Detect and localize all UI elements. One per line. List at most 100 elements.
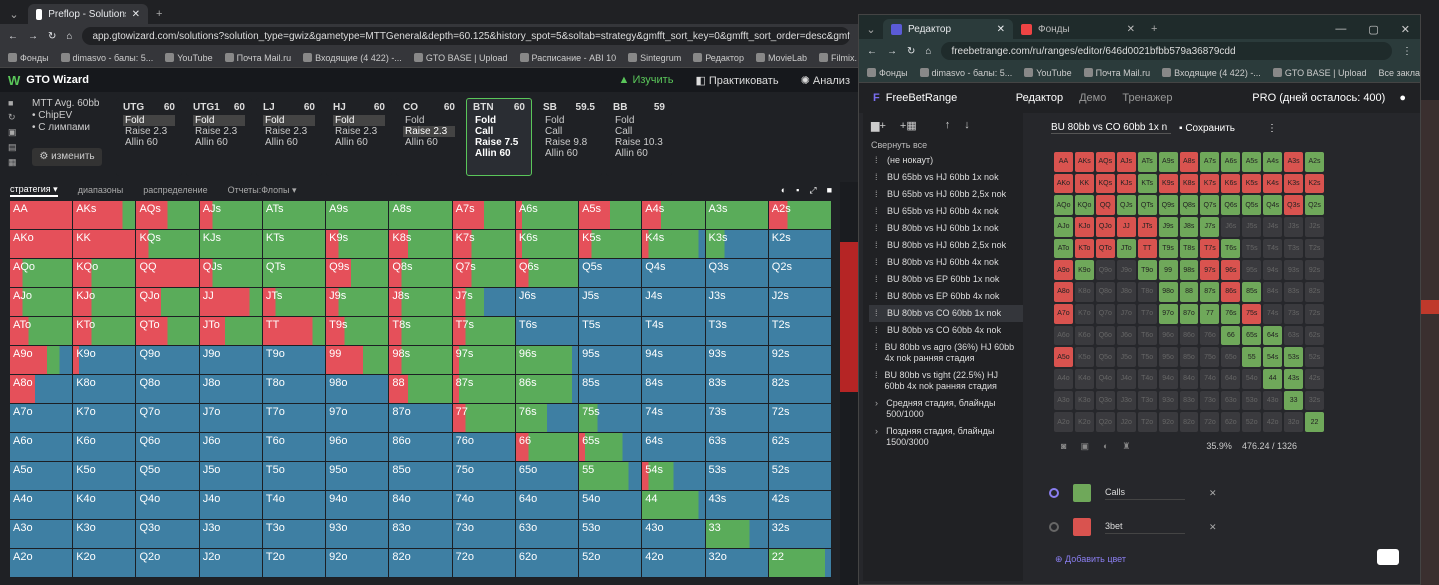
hand-cell[interactable]: 52s (768, 462, 832, 491)
legend-name[interactable]: Calls (1105, 487, 1185, 500)
fb-back-icon[interactable]: ← (867, 45, 877, 57)
position-action[interactable]: Allin 60 (263, 137, 315, 148)
hand-cell[interactable]: K9o (73, 346, 137, 375)
hand-cell[interactable]: 83s (705, 375, 769, 404)
hand-cell[interactable]: ATo (10, 317, 74, 346)
range-cell[interactable]: 83s (1284, 282, 1304, 302)
hand-cell[interactable]: 92o (326, 549, 390, 578)
range-cell[interactable]: Q6o (1095, 325, 1115, 346)
hand-cell[interactable]: 85s (579, 375, 643, 404)
hand-cell[interactable]: J3o (199, 520, 263, 549)
range-cell[interactable]: J7o (1116, 303, 1136, 324)
range-folder[interactable]: › Поздняя стадия, блайнды 1500/3000 (869, 423, 1023, 451)
legend-radio[interactable] (1049, 522, 1059, 532)
range-cell[interactable]: 96s (1221, 260, 1241, 281)
drag-handle-icon[interactable]: ⁞ (875, 342, 878, 352)
position-card-btn[interactable]: BTN 60 Fold Call Raise 7.5 Allin 60 (466, 98, 532, 176)
drag-handle-icon[interactable]: ⁞ (875, 155, 878, 165)
range-cell[interactable]: 42o (1263, 412, 1283, 432)
view-expand-icon[interactable]: ⤢ (809, 184, 817, 195)
drag-handle-icon[interactable]: ⁞ (875, 223, 878, 233)
hand-cell[interactable]: AKo (10, 230, 74, 259)
hand-cell[interactable]: 83o (389, 520, 453, 549)
settings-icon[interactable]: ■ (8, 98, 14, 108)
position-action[interactable]: Fold (123, 115, 175, 126)
position-action[interactable]: Fold (263, 115, 315, 126)
range-cell[interactable]: KK (1074, 173, 1094, 194)
hand-cell[interactable]: TT (262, 317, 327, 346)
hand-cell[interactable]: 65o (515, 462, 580, 491)
range-cell[interactable]: 44 (1263, 368, 1283, 389)
position-card-co[interactable]: CO 60 Fold Raise 2.3 Allin 60 (396, 98, 462, 176)
hand-cell[interactable]: QJs (199, 259, 263, 288)
range-list-item[interactable]: ⁞ BU 80bb vs CO 60bb 1x nok (869, 305, 1023, 322)
range-cell[interactable]: T5o (1137, 347, 1157, 367)
range-cell[interactable]: 65o (1221, 347, 1241, 367)
maximize-icon[interactable]: ▢ (1368, 23, 1379, 36)
drag-handle-icon[interactable]: ⁞ (875, 172, 878, 182)
range-cell[interactable]: KJo (1074, 217, 1094, 237)
range-cell[interactable]: 74o (1200, 368, 1220, 389)
range-cell[interactable]: 62o (1221, 412, 1241, 432)
hand-cell[interactable]: Q7s (452, 259, 516, 288)
position-action[interactable]: Allin 60 (123, 137, 175, 148)
fb-menu-icon[interactable]: ⋮ (1402, 45, 1412, 57)
position-action[interactable]: Call (613, 126, 665, 137)
hand-cell[interactable]: J5s (579, 288, 643, 317)
range-cell[interactable]: A7s (1200, 152, 1220, 172)
hand-cell[interactable]: AJo (10, 288, 74, 317)
hand-cell[interactable]: AJs (199, 201, 263, 230)
range-cell[interactable]: 75s (1242, 303, 1262, 324)
change-button[interactable]: ⚙ изменить (32, 148, 102, 166)
range-cell[interactable]: K5o (1074, 347, 1094, 367)
hand-cell[interactable]: KQo (73, 259, 137, 288)
gto-url-field[interactable]: app.gtowizard.com/solutions?solution_typ… (82, 27, 850, 45)
hand-cell[interactable]: K7o (73, 404, 137, 433)
range-cell[interactable]: T8o (1137, 282, 1157, 302)
hand-cell[interactable]: Q8o (136, 375, 200, 404)
range-cell[interactable]: 97s (1200, 260, 1220, 281)
hand-cell[interactable]: 53s (705, 462, 769, 491)
minimize-icon[interactable]: — (1335, 23, 1347, 35)
range-cell[interactable]: 98o (1158, 282, 1178, 302)
range-cell[interactable]: KQo (1074, 195, 1094, 216)
hand-cell[interactable]: Q5o (136, 462, 200, 491)
range-cell[interactable]: QQ (1095, 195, 1115, 216)
range-cell[interactable]: 54s (1263, 347, 1283, 367)
position-action[interactable]: Fold (543, 115, 595, 126)
lock-icon[interactable]: ▣ (8, 127, 17, 137)
range-cell[interactable]: A2s (1305, 152, 1324, 172)
hand-cell[interactable]: 75o (452, 462, 516, 491)
range-cell[interactable]: Q5s (1242, 195, 1262, 216)
hand-cell[interactable]: 94o (326, 491, 390, 520)
hand-cell[interactable]: 75s (579, 404, 643, 433)
range-cell[interactable]: 43s (1284, 368, 1304, 389)
fb-new-tab-icon[interactable]: + (1151, 23, 1158, 35)
fb-bookmark-item[interactable]: Входящие (4 422) -... (1162, 68, 1261, 78)
range-cell[interactable]: J4s (1263, 217, 1283, 237)
range-cell[interactable]: 94s (1263, 260, 1283, 281)
hand-cell[interactable]: A5o (10, 462, 74, 491)
range-cell[interactable]: A8s (1179, 152, 1199, 172)
drag-handle-icon[interactable]: ⁞ (875, 325, 878, 335)
position-action[interactable]: Allin 60 (613, 148, 665, 159)
range-cell[interactable]: K2s (1305, 173, 1324, 194)
range-cell[interactable]: 76o (1200, 325, 1220, 346)
range-cell[interactable]: J2o (1116, 412, 1136, 432)
hand-cell[interactable]: K4s (642, 230, 706, 259)
range-cell[interactable]: A5o (1054, 347, 1073, 367)
hand-cell[interactable]: A4o (10, 491, 74, 520)
range-cell[interactable]: 83o (1179, 390, 1199, 411)
legend-delete-icon[interactable]: ✕ (1209, 487, 1217, 498)
hat-icon[interactable]: ♜ (1122, 441, 1131, 451)
hand-cell[interactable]: 92s (768, 346, 832, 375)
range-cell[interactable]: J4o (1116, 368, 1136, 389)
hand-cell[interactable]: J7s (452, 288, 516, 317)
position-action[interactable]: Allin 60 (193, 137, 245, 148)
move-up-icon[interactable]: ↑ (944, 119, 951, 131)
hand-cell[interactable]: T4o (262, 491, 327, 520)
hand-cell[interactable]: KTo (73, 317, 137, 346)
range-cell[interactable]: ATo (1054, 238, 1073, 259)
range-cell[interactable]: QJo (1095, 217, 1115, 237)
hand-cell[interactable]: QJo (136, 288, 200, 317)
